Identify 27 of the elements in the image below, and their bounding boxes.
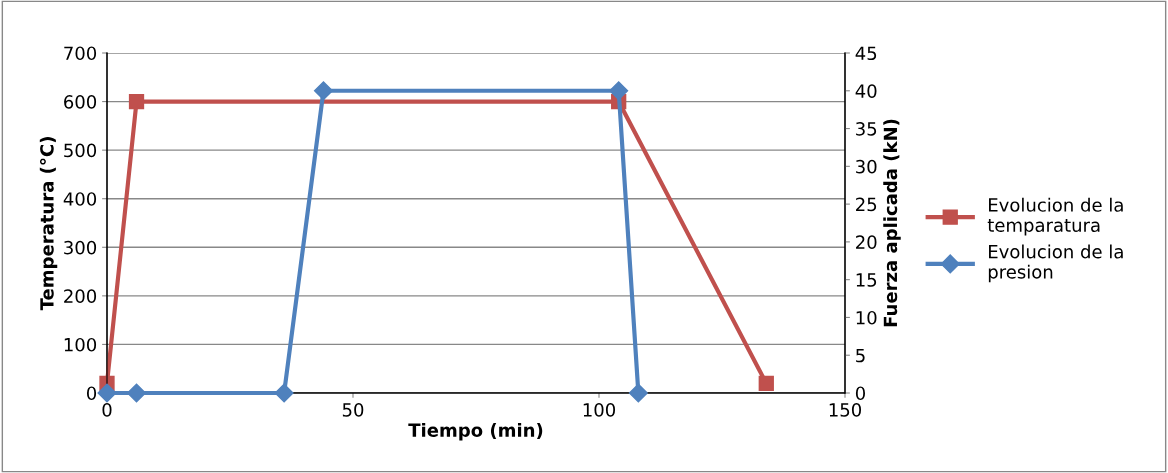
y2-axis-title: Fuerza aplicada (kN) bbox=[883, 119, 901, 327]
x-tick-label: 0 bbox=[102, 403, 112, 417]
y-tick-label: 300 bbox=[64, 240, 97, 255]
y-tick-label: 500 bbox=[64, 143, 97, 158]
x-tick-label: 100 bbox=[583, 403, 616, 417]
y2-tick-label: 0 bbox=[855, 386, 866, 401]
y-tick-label: 600 bbox=[64, 95, 97, 109]
y2-tick-label: 40 bbox=[855, 84, 877, 98]
y-tick-label: 400 bbox=[63, 192, 97, 206]
y2-tick-label: 35 bbox=[856, 122, 877, 136]
y-tick-label: 200 bbox=[64, 289, 97, 303]
legend-label: Evolucion de la temparatura bbox=[987, 197, 1123, 236]
y-tick-label: 100 bbox=[64, 337, 97, 352]
y-axis-title: Temperatura (°C) bbox=[39, 137, 58, 311]
y2-tick-label: 25 bbox=[856, 197, 877, 212]
y2-tick-label: 15 bbox=[856, 273, 877, 287]
y2-tick-label: 45 bbox=[855, 46, 877, 61]
y2-tick-label: 5 bbox=[856, 348, 865, 363]
legend-label: Evolucion de la presion bbox=[988, 244, 1123, 283]
y2-tick-label: 20 bbox=[856, 235, 877, 250]
y2-tick-label: 10 bbox=[856, 310, 877, 325]
x-tick-label: 150 bbox=[829, 403, 862, 417]
y-tick-label: 700 bbox=[64, 46, 97, 61]
y2-tick-label: 30 bbox=[856, 159, 877, 174]
y-tick-label: 0 bbox=[86, 386, 97, 401]
x-axis-title: Tiempo (min) bbox=[408, 422, 543, 441]
x-tick-label: 50 bbox=[342, 403, 364, 417]
